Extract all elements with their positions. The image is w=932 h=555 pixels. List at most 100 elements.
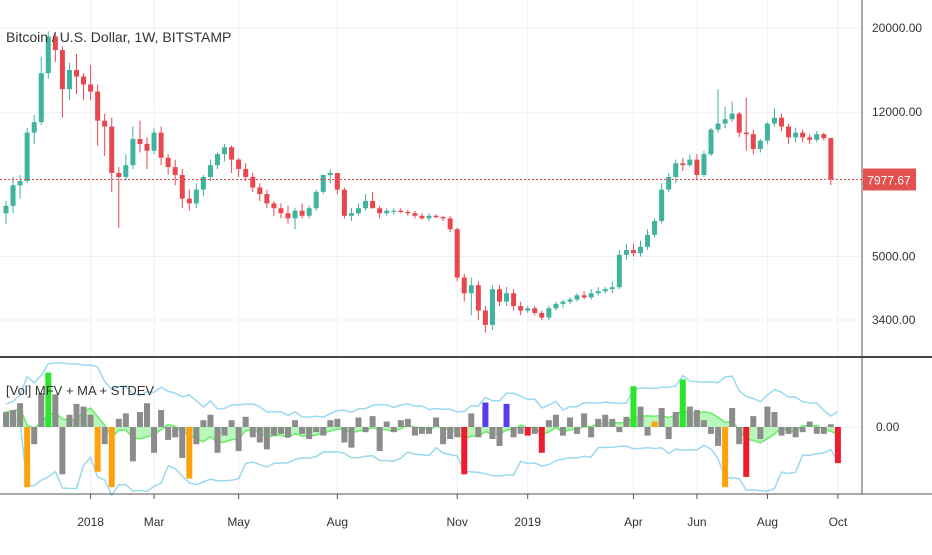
volume-bar bbox=[228, 420, 235, 427]
candle-body bbox=[525, 308, 531, 311]
candle-body bbox=[757, 140, 763, 149]
volume-bar bbox=[277, 427, 284, 434]
candle-body bbox=[398, 210, 404, 212]
candle-body bbox=[680, 163, 686, 166]
volume-bar bbox=[151, 427, 158, 453]
candle-body bbox=[59, 50, 65, 90]
volume-bar bbox=[468, 413, 475, 427]
candle-body bbox=[356, 208, 361, 214]
price-tick-label: 12000.00 bbox=[872, 105, 922, 119]
candle-body bbox=[638, 246, 643, 254]
volume-bar bbox=[736, 427, 743, 445]
volume-bar bbox=[623, 416, 630, 427]
volume-bar bbox=[827, 424, 834, 427]
volume-bar bbox=[73, 403, 80, 427]
candle-body bbox=[482, 310, 488, 325]
volume-bar bbox=[743, 427, 750, 477]
candle-body bbox=[616, 254, 622, 288]
volume-bar bbox=[503, 403, 510, 427]
candle-body bbox=[200, 176, 206, 190]
volume-bar bbox=[750, 416, 757, 427]
candle-body bbox=[215, 154, 220, 166]
candle-body bbox=[222, 147, 228, 155]
candle-body bbox=[447, 218, 453, 230]
candle-body bbox=[786, 126, 792, 138]
volume-bar bbox=[588, 427, 595, 438]
volume-bar bbox=[221, 427, 228, 436]
volume-bar bbox=[708, 427, 714, 434]
volume-bar bbox=[630, 386, 637, 427]
time-tick-label: Oct bbox=[829, 515, 848, 529]
volume-bar bbox=[729, 407, 736, 427]
candle-body bbox=[327, 172, 333, 175]
candle-body bbox=[567, 299, 573, 302]
volume-bar bbox=[447, 427, 454, 440]
candle-body bbox=[708, 129, 714, 155]
volume-bar bbox=[595, 418, 602, 427]
candle-body bbox=[363, 201, 369, 209]
candle-body bbox=[539, 312, 545, 318]
volume-bar bbox=[87, 414, 94, 427]
candle-body bbox=[701, 154, 707, 175]
candle-body bbox=[412, 213, 418, 216]
candle-body bbox=[45, 36, 51, 74]
volume-bar bbox=[94, 427, 101, 472]
candle-body bbox=[165, 157, 171, 168]
time-tick-label: 2018 bbox=[77, 515, 104, 529]
time-tick-label: Aug bbox=[757, 515, 778, 529]
volume-bar bbox=[179, 427, 186, 458]
volume-bar bbox=[426, 427, 432, 434]
volume-bar bbox=[799, 427, 806, 433]
volume-bar bbox=[59, 427, 66, 475]
candle-body bbox=[729, 113, 735, 120]
candle-body bbox=[715, 123, 721, 130]
volume-bar bbox=[362, 427, 369, 433]
volume-bar bbox=[567, 417, 573, 427]
candle-body bbox=[3, 205, 9, 214]
candle-body bbox=[779, 117, 784, 127]
volume-bar bbox=[341, 427, 348, 443]
volume-bar bbox=[327, 420, 334, 427]
volume-bar bbox=[334, 418, 341, 427]
volume-bar bbox=[285, 427, 291, 438]
volume-bar bbox=[348, 427, 355, 448]
volume-bar bbox=[651, 421, 658, 427]
candle-body bbox=[743, 132, 749, 135]
volume-bar bbox=[665, 427, 672, 440]
volume-bar bbox=[609, 418, 616, 427]
volume-bar bbox=[418, 427, 425, 434]
volume-bar bbox=[806, 421, 813, 427]
candle-body bbox=[144, 143, 150, 151]
candle-body bbox=[172, 167, 178, 175]
candle-body bbox=[532, 308, 538, 313]
volume-bar bbox=[658, 407, 665, 427]
last-price-badge bbox=[863, 168, 916, 191]
volume-bar bbox=[616, 427, 623, 433]
candle-body bbox=[193, 189, 199, 204]
candle-body bbox=[764, 123, 770, 141]
candle-body bbox=[264, 194, 270, 204]
candle-body bbox=[475, 285, 481, 311]
candle-body bbox=[109, 126, 115, 173]
candle-body bbox=[116, 172, 122, 177]
volume-bar bbox=[38, 393, 45, 427]
volume-bar bbox=[531, 427, 538, 434]
candle-body bbox=[800, 132, 806, 138]
candle-body bbox=[313, 191, 319, 209]
candle-body bbox=[52, 36, 58, 51]
candle-body bbox=[306, 208, 312, 216]
volume-bar bbox=[207, 414, 214, 427]
candle-body bbox=[574, 295, 580, 300]
moving-average-area bbox=[6, 408, 838, 443]
candle-body bbox=[341, 189, 347, 216]
candle-body bbox=[384, 210, 390, 214]
volume-bar bbox=[602, 414, 609, 427]
volume-bar bbox=[433, 417, 440, 427]
candle-body bbox=[38, 73, 44, 123]
volume-bar bbox=[757, 427, 764, 440]
candle-body bbox=[623, 249, 629, 255]
volume-bar bbox=[101, 427, 108, 445]
candle-body bbox=[66, 70, 72, 90]
candle-body bbox=[151, 132, 157, 151]
candle-body bbox=[186, 198, 192, 204]
